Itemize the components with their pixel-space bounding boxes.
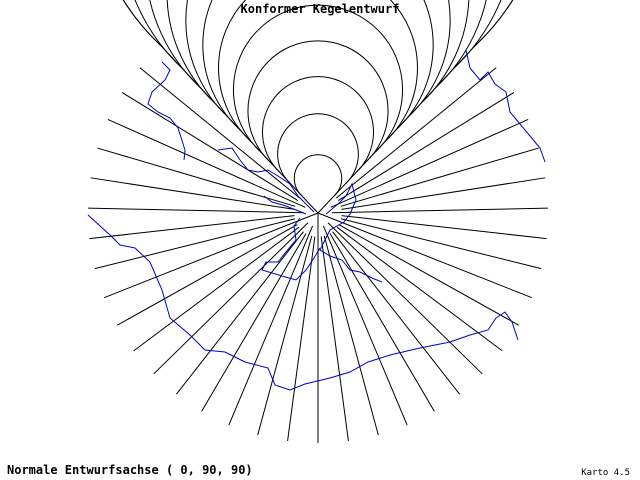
- parallel: [277, 113, 359, 184]
- meridian: [88, 207, 305, 214]
- parallel: [262, 76, 374, 173]
- meridian: [317, 44, 476, 214]
- meridian: [94, 218, 296, 270]
- meridian: [90, 177, 295, 210]
- software-label: Karto 4.5: [581, 468, 630, 478]
- parallel: [218, 0, 418, 141]
- coastline: [87, 214, 519, 391]
- meridian: [89, 215, 295, 240]
- meridian: [116, 224, 298, 326]
- meridian: [336, 67, 497, 199]
- meridian: [340, 218, 542, 270]
- meridian: [107, 118, 306, 208]
- meridian: [287, 236, 316, 442]
- graticule: [88, 0, 548, 443]
- parallel: [202, 0, 434, 130]
- coastlines: [87, 49, 546, 391]
- map-title: Konformer Kegelentwurf: [241, 2, 400, 16]
- coastline: [217, 147, 315, 213]
- coastline: [263, 195, 307, 215]
- coastline: [319, 182, 383, 283]
- meridian: [320, 236, 349, 442]
- meridian: [160, 44, 319, 214]
- meridian: [257, 235, 313, 436]
- meridian: [338, 224, 520, 326]
- meridian: [133, 226, 300, 352]
- coastline: [147, 61, 186, 161]
- coastline: [465, 49, 546, 163]
- meridian: [323, 235, 379, 436]
- meridian: [121, 92, 299, 202]
- meridian: [336, 226, 503, 352]
- meridian: [97, 147, 296, 207]
- meridian: [153, 222, 309, 375]
- parallel: [247, 40, 389, 163]
- meridian: [103, 212, 319, 299]
- projection-label: Normale Entwurfsachse ( 0, 90, 90): [7, 463, 253, 477]
- meridian: [340, 147, 539, 207]
- meridian: [317, 212, 533, 299]
- meridian: [322, 225, 408, 426]
- parallel: [293, 154, 343, 197]
- meridian: [329, 233, 435, 412]
- meridian: [332, 231, 460, 395]
- meridian: [330, 118, 529, 208]
- parallel: [185, 0, 451, 118]
- meridian: [337, 92, 515, 202]
- meridian: [139, 67, 300, 199]
- parallel: [232, 4, 404, 152]
- meridian: [341, 177, 546, 210]
- meridian: [176, 231, 304, 395]
- meridian: [327, 222, 483, 375]
- meridian: [331, 207, 548, 214]
- meridian: [228, 225, 314, 426]
- parallel: [166, 0, 470, 104]
- coastline: [261, 217, 321, 281]
- meridian: [341, 215, 547, 240]
- meridian: [201, 233, 307, 412]
